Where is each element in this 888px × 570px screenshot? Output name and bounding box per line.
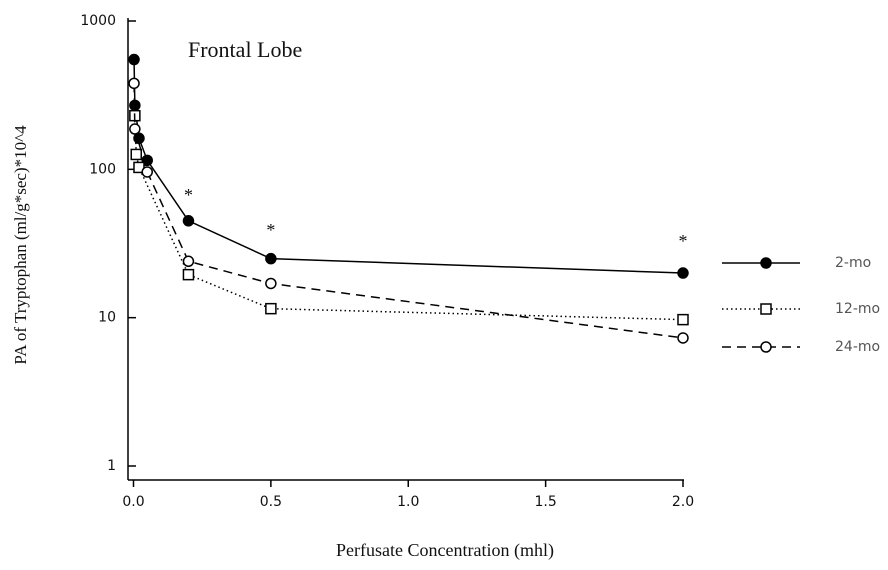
- marker: [182, 268, 195, 281]
- annotation: *: [266, 220, 275, 240]
- legend-label: 12-mo: [835, 301, 880, 317]
- chart-title: Frontal Lobe: [188, 37, 302, 62]
- series-line: [133, 83, 684, 339]
- marker: [128, 77, 140, 90]
- annotation: *: [679, 231, 688, 251]
- marker: [141, 166, 153, 178]
- marker: [128, 53, 140, 66]
- y-tick-label: 10: [98, 310, 116, 326]
- marker: [760, 341, 772, 353]
- y-tick-label: 100: [89, 161, 116, 177]
- marker: [265, 252, 277, 265]
- annotation: *: [184, 185, 193, 205]
- marker: [182, 255, 195, 268]
- series-line: [134, 115, 684, 321]
- marker: [677, 332, 689, 344]
- x-tick-label: 1.0: [397, 494, 419, 510]
- marker: [760, 257, 772, 269]
- legend-label: 24-mo: [835, 339, 880, 355]
- x-tick-label: 1.5: [534, 494, 556, 510]
- marker: [130, 148, 142, 161]
- marker: [129, 123, 141, 135]
- marker: [182, 215, 195, 227]
- legend-label: 2-mo: [835, 255, 871, 271]
- x-tick-label: 0.0: [122, 494, 144, 510]
- marker: [760, 303, 772, 315]
- y-axis-label: PA of Tryptophan (ml/g*sec)*10^4: [11, 125, 30, 365]
- marker: [677, 267, 689, 279]
- x-tick-label: 2.0: [672, 494, 694, 510]
- x-axis-label: Perfusate Concentration (mhl): [336, 540, 554, 561]
- x-tick-label: 0.5: [260, 494, 282, 510]
- y-tick-label: 1: [107, 458, 116, 474]
- marker: [677, 313, 689, 326]
- series-line: [133, 59, 684, 274]
- marker: [265, 277, 277, 290]
- marker: [265, 302, 277, 315]
- y-tick-label: 1000: [80, 13, 116, 29]
